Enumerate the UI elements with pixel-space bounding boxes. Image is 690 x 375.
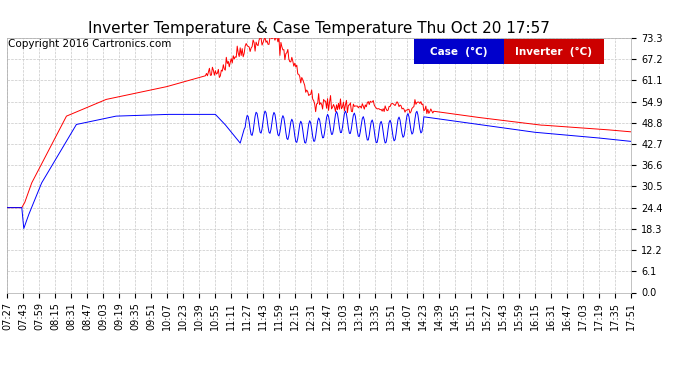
Text: Case  (°C): Case (°C) [430, 46, 488, 57]
Title: Inverter Temperature & Case Temperature Thu Oct 20 17:57: Inverter Temperature & Case Temperature … [88, 21, 550, 36]
Text: Inverter  (°C): Inverter (°C) [515, 46, 592, 57]
Text: Copyright 2016 Cartronics.com: Copyright 2016 Cartronics.com [8, 39, 172, 50]
